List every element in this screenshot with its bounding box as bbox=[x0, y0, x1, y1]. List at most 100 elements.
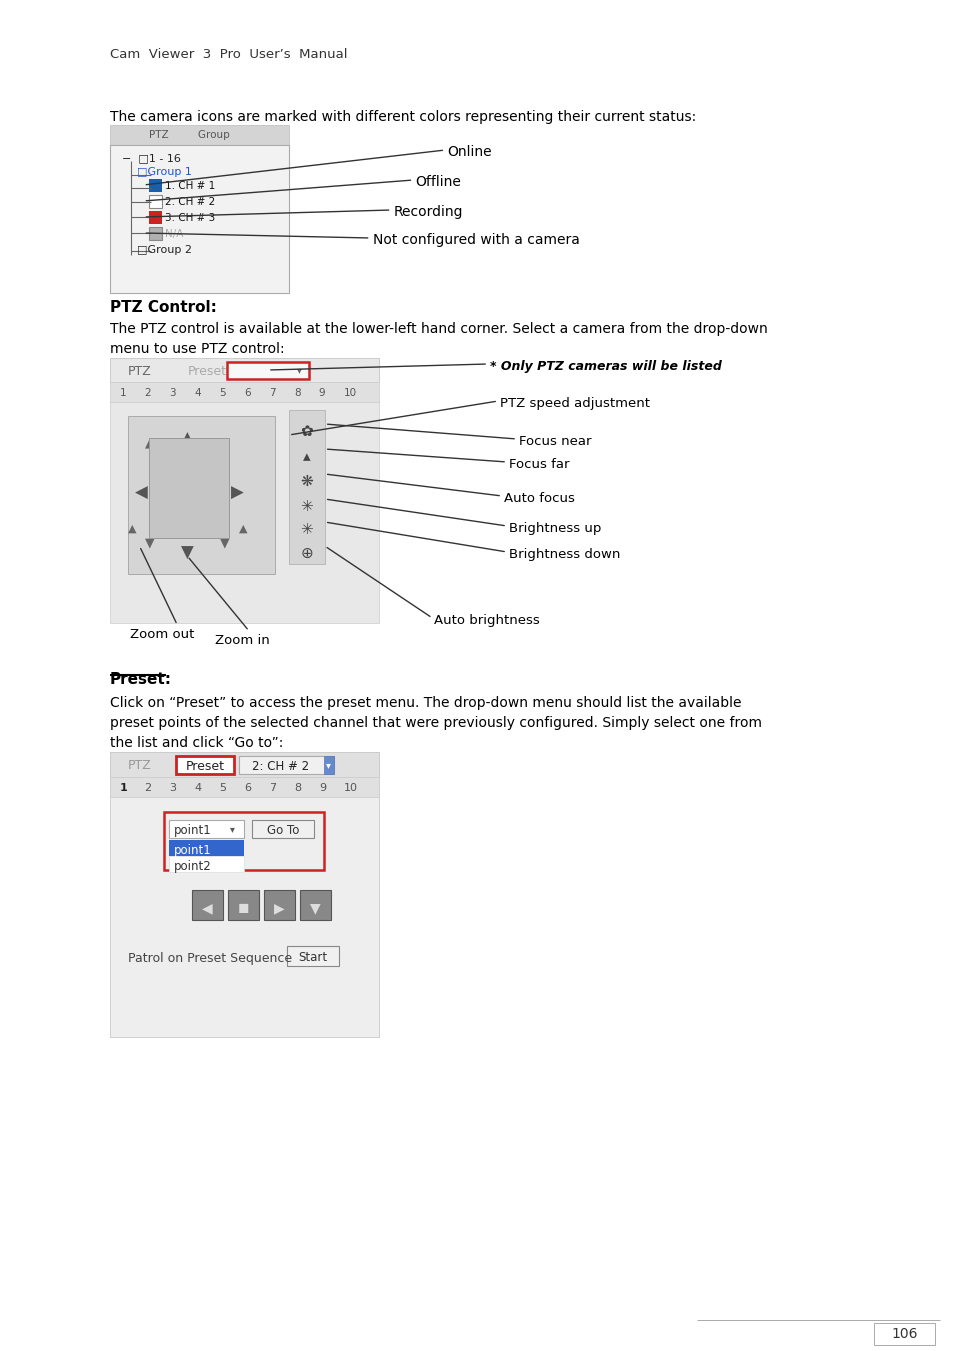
Text: 8: 8 bbox=[294, 784, 301, 793]
Text: Go To: Go To bbox=[267, 824, 299, 838]
Bar bbox=[873, 1323, 935, 1346]
Text: 4: 4 bbox=[194, 784, 201, 793]
Text: 3: 3 bbox=[170, 388, 175, 399]
Text: ▼: ▼ bbox=[309, 901, 320, 915]
Text: the list and click “Go to”:: the list and click “Go to”: bbox=[110, 736, 283, 750]
Text: ▶: ▶ bbox=[274, 901, 284, 915]
Text: PTZ         Group: PTZ Group bbox=[150, 130, 230, 141]
Text: Zoom out: Zoom out bbox=[130, 628, 193, 640]
Text: Preset:: Preset: bbox=[110, 671, 172, 688]
Text: ✳: ✳ bbox=[300, 499, 313, 513]
Bar bbox=[110, 382, 378, 403]
Text: Patrol on Preset Sequence: Patrol on Preset Sequence bbox=[128, 952, 292, 965]
Text: PTZ: PTZ bbox=[128, 759, 152, 771]
Bar bbox=[227, 362, 309, 380]
Text: 10: 10 bbox=[343, 388, 356, 399]
Text: ▾: ▾ bbox=[326, 761, 331, 770]
Text: 10: 10 bbox=[343, 784, 357, 793]
Text: ✳: ✳ bbox=[300, 521, 313, 536]
Text: The PTZ control is available at the lower-left hand corner. Select a camera from: The PTZ control is available at the lowe… bbox=[110, 322, 766, 336]
Text: ▾: ▾ bbox=[230, 824, 234, 834]
Text: Online: Online bbox=[447, 145, 492, 159]
Bar bbox=[150, 227, 162, 240]
Text: 3: 3 bbox=[170, 784, 176, 793]
Bar bbox=[128, 416, 274, 574]
Bar bbox=[150, 178, 162, 192]
Text: 2: CH # 2: 2: CH # 2 bbox=[253, 761, 309, 773]
Text: 4: 4 bbox=[194, 388, 201, 399]
Bar bbox=[110, 358, 378, 382]
Bar bbox=[228, 890, 258, 920]
Text: 7: 7 bbox=[269, 388, 275, 399]
Text: PTZ Control:: PTZ Control: bbox=[110, 300, 216, 315]
Text: Not configured with a camera: Not configured with a camera bbox=[373, 232, 578, 247]
Text: 1: 1 bbox=[119, 388, 126, 399]
Bar bbox=[150, 195, 162, 208]
Bar bbox=[110, 145, 289, 293]
Text: Zoom in: Zoom in bbox=[215, 634, 270, 647]
Text: ▼: ▼ bbox=[181, 544, 193, 562]
Text: 9: 9 bbox=[318, 388, 325, 399]
Text: 8: 8 bbox=[294, 388, 300, 399]
Text: Recording: Recording bbox=[393, 205, 462, 219]
Text: ▼: ▼ bbox=[220, 536, 230, 549]
Bar bbox=[170, 857, 244, 871]
Text: ▲: ▲ bbox=[145, 436, 154, 449]
Bar bbox=[193, 890, 223, 920]
Text: ✿: ✿ bbox=[300, 424, 313, 439]
Text: point2: point2 bbox=[174, 861, 212, 873]
Text: 2. CH # 2: 2. CH # 2 bbox=[165, 197, 215, 207]
Text: 5: 5 bbox=[219, 784, 226, 793]
Bar bbox=[170, 840, 244, 857]
Text: □Group 1: □Group 1 bbox=[137, 168, 193, 177]
Text: Preset: Preset bbox=[186, 761, 225, 773]
Text: ◼: ◼ bbox=[237, 901, 249, 915]
Text: ▲: ▲ bbox=[238, 524, 247, 534]
Text: menu to use PTZ control:: menu to use PTZ control: bbox=[110, 342, 284, 357]
Text: Focus near: Focus near bbox=[518, 435, 591, 449]
Bar bbox=[170, 820, 244, 838]
Text: 6: 6 bbox=[244, 784, 251, 793]
Text: Cam  Viewer  3  Pro  User’s  Manual: Cam Viewer 3 Pro User’s Manual bbox=[110, 49, 347, 61]
Text: Auto brightness: Auto brightness bbox=[434, 613, 539, 627]
Text: □Group 2: □Group 2 bbox=[137, 245, 193, 255]
Text: −  □1 - 16: − □1 - 16 bbox=[121, 153, 180, 163]
Text: ⊕: ⊕ bbox=[300, 546, 313, 561]
Text: PTZ: PTZ bbox=[128, 365, 152, 378]
Bar bbox=[176, 757, 233, 774]
Text: PTZ speed adjustment: PTZ speed adjustment bbox=[499, 397, 649, 409]
Text: 9: 9 bbox=[318, 784, 326, 793]
Text: ◀: ◀ bbox=[135, 484, 148, 503]
Bar bbox=[264, 890, 294, 920]
Text: preset points of the selected channel that were previously configured. Simply se: preset points of the selected channel th… bbox=[110, 716, 760, 730]
Text: Auto focus: Auto focus bbox=[503, 492, 575, 505]
Text: 106: 106 bbox=[890, 1327, 917, 1342]
Text: Start: Start bbox=[298, 951, 327, 965]
Text: ▾: ▾ bbox=[296, 365, 301, 376]
Text: ▲: ▲ bbox=[181, 430, 193, 449]
Bar bbox=[150, 211, 162, 224]
Bar bbox=[110, 797, 378, 1038]
Text: 5: 5 bbox=[219, 388, 226, 399]
Text: 7: 7 bbox=[269, 784, 275, 793]
Text: Brightness down: Brightness down bbox=[509, 549, 619, 561]
Text: Focus far: Focus far bbox=[509, 458, 569, 471]
Text: 🌿: 🌿 bbox=[172, 508, 181, 521]
Text: Brightness up: Brightness up bbox=[509, 521, 600, 535]
Text: point1: point1 bbox=[174, 844, 212, 857]
Text: 🌿: 🌿 bbox=[194, 508, 203, 521]
Bar bbox=[287, 946, 338, 966]
Text: ▼: ▼ bbox=[145, 536, 154, 549]
Text: 2: 2 bbox=[144, 388, 151, 399]
Text: 3. CH # 3: 3. CH # 3 bbox=[165, 213, 215, 223]
Text: 2: 2 bbox=[144, 784, 152, 793]
Text: ◀: ◀ bbox=[202, 901, 213, 915]
Text: * Only PTZ cameras will be listed: * Only PTZ cameras will be listed bbox=[490, 359, 721, 373]
Text: ⌂: ⌂ bbox=[179, 474, 199, 503]
Text: N/A: N/A bbox=[165, 230, 184, 239]
Bar bbox=[110, 777, 378, 797]
Bar bbox=[323, 757, 334, 774]
Bar bbox=[252, 820, 314, 838]
Bar bbox=[299, 890, 331, 920]
Text: ▶: ▶ bbox=[231, 484, 243, 503]
